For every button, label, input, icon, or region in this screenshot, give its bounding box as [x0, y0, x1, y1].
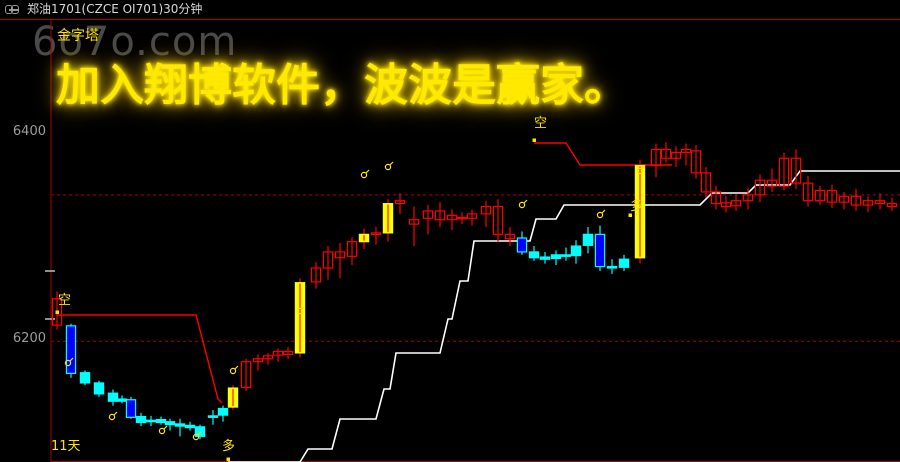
axis-lines [0, 19, 900, 462]
grid-lines [51, 194, 900, 342]
chart-title: 郑油1701(CZCE OI701)30分钟 [27, 2, 203, 16]
link-icon[interactable] [5, 5, 22, 14]
candlestick-svg [0, 19, 900, 462]
price-axis-label-6400: 6400 [12, 124, 46, 139]
price-chart-plot[interactable] [0, 19, 900, 462]
brand-label: 金字塔 [57, 28, 99, 44]
period-days-label: 11天 [51, 439, 81, 454]
signal-marker-short: 空 [534, 116, 548, 131]
window-title-bar: 郑油1701(CZCE OI701)30分钟 [0, 0, 900, 19]
short-stop-line-2 [534, 142, 672, 166]
signal-marker-long: 多 [222, 439, 236, 454]
trend-stop-line [228, 170, 900, 462]
signal-marker-short: 空 [58, 293, 72, 308]
price-axis-label-6200: 6200 [12, 331, 46, 346]
signal-dots [55, 138, 646, 461]
candle-series [51, 142, 898, 440]
signal-marker-long: 多 [630, 199, 644, 214]
short-stop-line [57, 314, 223, 404]
